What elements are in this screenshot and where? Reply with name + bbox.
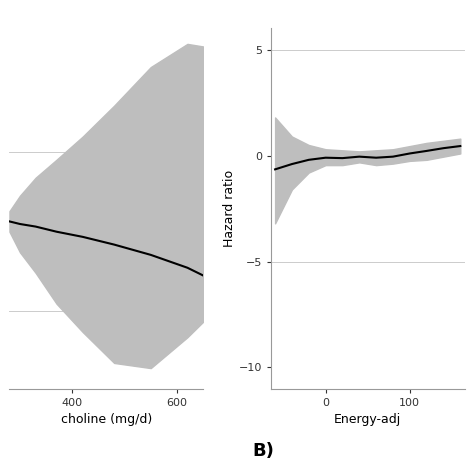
X-axis label: choline (mg/d): choline (mg/d) xyxy=(61,413,152,426)
Text: B): B) xyxy=(252,442,274,460)
X-axis label: Energy-adj: Energy-adj xyxy=(334,413,401,426)
Y-axis label: Hazard ratio: Hazard ratio xyxy=(223,170,236,247)
